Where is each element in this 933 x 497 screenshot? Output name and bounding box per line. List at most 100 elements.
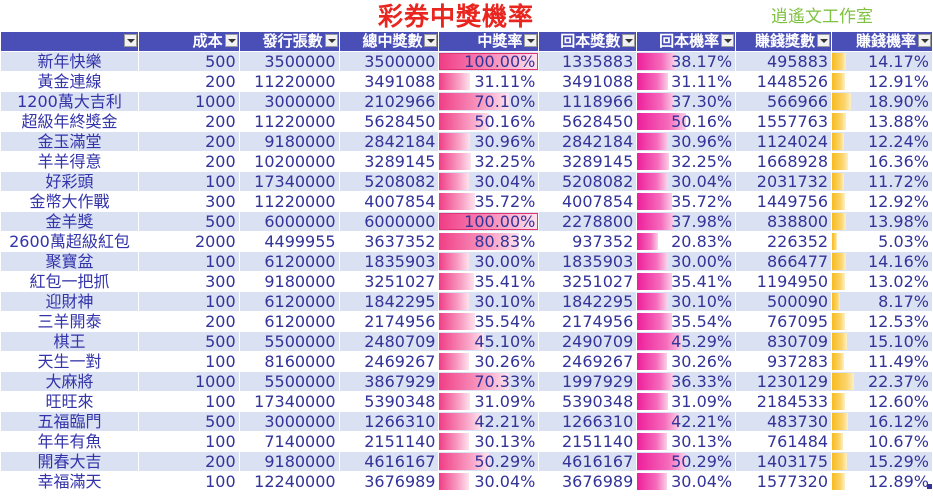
filter-dropdown-icon[interactable] [721,34,735,47]
profit-rate-cell[interactable]: 10.67% [831,431,933,452]
cost-cell[interactable]: 100 [137,291,240,312]
issued-cell[interactable]: 5500000 [238,371,340,392]
return-cell[interactable]: 1118966 [538,91,638,112]
fill-handle[interactable] [927,484,932,489]
profit-rate-cell[interactable]: 15.10% [831,331,933,352]
return-cell[interactable]: 3676989 [538,471,638,492]
name-cell[interactable]: 2600萬超級紅包 [0,231,139,252]
profit-cell[interactable]: 1403175 [735,451,833,472]
total-cell[interactable]: 3500000 [338,51,440,72]
profit-rate-cell[interactable]: 15.29% [831,451,933,472]
issued-cell[interactable]: 9180000 [238,271,340,292]
profit-cell[interactable]: 1194950 [735,271,833,292]
total-cell[interactable]: 3289145 [338,151,440,172]
header-total[interactable]: 總中獎數 [338,31,440,52]
name-cell[interactable]: 金羊獎 [0,211,139,232]
return-rate-cell[interactable]: 45.29% [636,331,737,352]
profit-cell[interactable]: 495883 [735,51,833,72]
total-cell[interactable]: 2469267 [338,351,440,372]
total-cell[interactable]: 3867929 [338,371,440,392]
filter-dropdown-icon[interactable] [424,34,438,47]
profit-rate-cell[interactable]: 12.89% [831,471,933,492]
profit-cell[interactable]: 866477 [735,251,833,272]
cost-cell[interactable]: 200 [137,311,240,332]
cost-cell[interactable]: 200 [137,111,240,132]
return-cell[interactable]: 2174956 [538,311,638,332]
cost-cell[interactable]: 500 [137,211,240,232]
name-cell[interactable]: 好彩頭 [0,171,139,192]
return-rate-cell[interactable]: 36.33% [636,371,737,392]
issued-cell[interactable]: 9180000 [238,451,340,472]
filter-dropdown-icon[interactable] [918,34,931,47]
win-rate-cell[interactable]: 30.04% [438,171,540,192]
profit-cell[interactable]: 226352 [735,231,833,252]
issued-cell[interactable]: 6000000 [238,211,340,232]
profit-cell[interactable]: 1668928 [735,151,833,172]
return-cell[interactable]: 3251027 [538,271,638,292]
cost-cell[interactable]: 200 [137,131,240,152]
issued-cell[interactable]: 12240000 [238,471,340,492]
name-cell[interactable]: 天生一對 [0,351,139,372]
header-profit[interactable]: 賺錢獎數 [735,31,833,52]
issued-cell[interactable]: 3000000 [238,411,340,432]
win-rate-cell[interactable]: 100.00% [438,211,540,232]
cost-cell[interactable]: 500 [137,411,240,432]
issued-cell[interactable]: 17340000 [238,171,340,192]
name-cell[interactable]: 旺旺來 [0,391,139,412]
total-cell[interactable]: 1842295 [338,291,440,312]
total-cell[interactable]: 2151140 [338,431,440,452]
cost-cell[interactable]: 100 [137,431,240,452]
header-return[interactable]: 回本獎數 [538,31,638,52]
profit-cell[interactable]: 937283 [735,351,833,372]
issued-cell[interactable]: 6120000 [238,251,340,272]
return-cell[interactable]: 3289145 [538,151,638,172]
header-win-rate[interactable]: 中獎率 [438,31,540,52]
profit-cell[interactable]: 1557763 [735,111,833,132]
return-rate-cell[interactable]: 35.41% [636,271,737,292]
issued-cell[interactable]: 10200000 [238,151,340,172]
win-rate-cell[interactable]: 35.72% [438,191,540,212]
cost-cell[interactable]: 100 [137,391,240,412]
header-name[interactable] [0,31,139,52]
total-cell[interactable]: 2842184 [338,131,440,152]
issued-cell[interactable]: 9180000 [238,131,340,152]
return-cell[interactable]: 1835903 [538,251,638,272]
return-rate-cell[interactable]: 37.30% [636,91,737,112]
issued-cell[interactable]: 6120000 [238,311,340,332]
profit-rate-cell[interactable]: 11.72% [831,171,933,192]
profit-cell[interactable]: 761484 [735,431,833,452]
total-cell[interactable]: 3251027 [338,271,440,292]
name-cell[interactable]: 羊羊得意 [0,151,139,172]
return-rate-cell[interactable]: 30.13% [636,431,737,452]
total-cell[interactable]: 3491088 [338,71,440,92]
return-rate-cell[interactable]: 30.04% [636,171,737,192]
profit-cell[interactable]: 1449756 [735,191,833,212]
return-rate-cell[interactable]: 35.72% [636,191,737,212]
profit-cell[interactable]: 838800 [735,211,833,232]
cost-cell[interactable]: 200 [137,151,240,172]
profit-cell[interactable]: 1124024 [735,131,833,152]
return-cell[interactable]: 5208082 [538,171,638,192]
win-rate-cell[interactable]: 30.26% [438,351,540,372]
total-cell[interactable]: 4616167 [338,451,440,472]
cost-cell[interactable]: 300 [137,191,240,212]
header-cost[interactable]: 成本 [137,31,240,52]
profit-rate-cell[interactable]: 8.17% [831,291,933,312]
win-rate-cell[interactable]: 30.13% [438,431,540,452]
return-rate-cell[interactable]: 31.09% [636,391,737,412]
win-rate-cell[interactable]: 30.10% [438,291,540,312]
return-cell[interactable]: 1842295 [538,291,638,312]
profit-rate-cell[interactable]: 22.37% [831,371,933,392]
profit-rate-cell[interactable]: 12.92% [831,191,933,212]
return-rate-cell[interactable]: 31.11% [636,71,737,92]
return-cell[interactable]: 5390348 [538,391,638,412]
profit-rate-cell[interactable]: 16.36% [831,151,933,172]
return-rate-cell[interactable]: 30.26% [636,351,737,372]
total-cell[interactable]: 4007854 [338,191,440,212]
return-cell[interactable]: 1997929 [538,371,638,392]
return-rate-cell[interactable]: 35.54% [636,311,737,332]
win-rate-cell[interactable]: 70.10% [438,91,540,112]
return-rate-cell[interactable]: 50.29% [636,451,737,472]
name-cell[interactable]: 紅包一把抓 [0,271,139,292]
win-rate-cell[interactable]: 32.25% [438,151,540,172]
